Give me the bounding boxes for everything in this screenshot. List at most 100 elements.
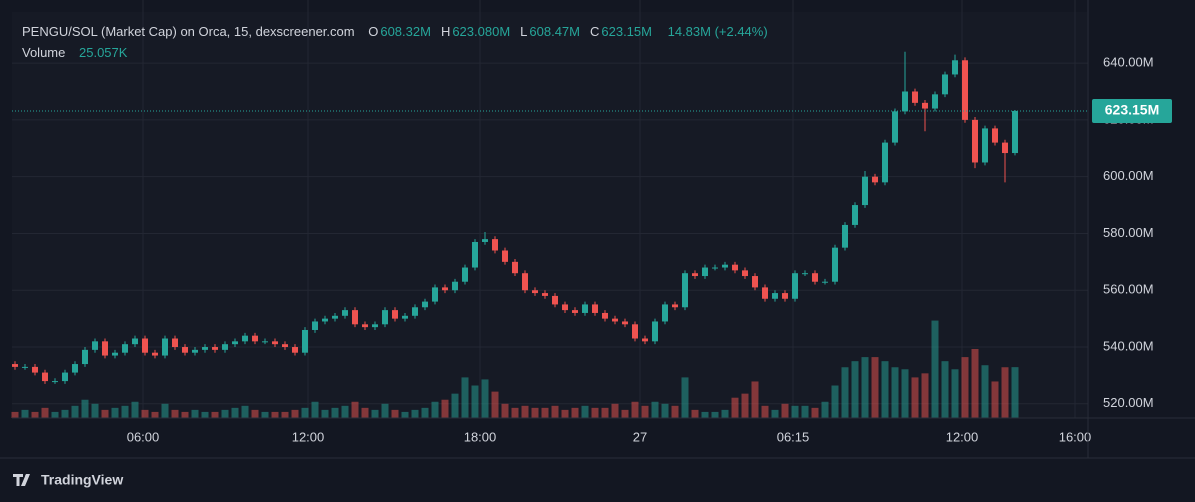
candle-body [182, 347, 188, 353]
volume-bar [791, 405, 799, 418]
volume-bar [21, 409, 29, 418]
volume-bar [731, 397, 739, 418]
volume-bar [11, 411, 19, 418]
volume-bar [761, 405, 769, 418]
axes: 520.00M540.00M560.00M580.00M600.00M620.0… [127, 55, 1172, 444]
volume-bar [281, 411, 289, 418]
volume-bar [121, 405, 129, 418]
candle-body [202, 347, 208, 350]
volume-bar [591, 407, 599, 418]
y-tick-label: 520.00M [1103, 395, 1154, 410]
candle-body [682, 273, 688, 308]
volume-bar [381, 403, 389, 418]
volume-bar [461, 377, 469, 418]
volume-bar [111, 407, 119, 418]
volume-bar [71, 405, 79, 418]
candle-body [1012, 110, 1018, 154]
ohlc-value: 623.080M [452, 24, 511, 39]
candle-body [112, 352, 118, 356]
volume-bar [541, 407, 549, 418]
volume-bar [911, 377, 919, 418]
x-tick-label: 06:00 [127, 429, 160, 444]
candle-body [102, 341, 108, 356]
candle-body [372, 324, 378, 328]
volume-bar [961, 357, 969, 418]
candle-body [222, 344, 228, 350]
volume-bar [351, 401, 359, 418]
volume-bar [581, 405, 589, 418]
volume-bar [191, 409, 199, 418]
candle-body [632, 324, 638, 339]
volume-bar [771, 409, 779, 418]
volume-bar [611, 403, 619, 418]
volume-bar [141, 409, 149, 418]
candle-body [212, 347, 218, 350]
volume-legend-row: Volume 25.057K [22, 45, 129, 60]
volume-bar [331, 407, 339, 418]
volume-bar [861, 357, 869, 418]
volume-key: Volume [22, 45, 66, 60]
volume-bar [131, 401, 139, 418]
candle-body [342, 310, 348, 316]
ohlc-key: C [589, 24, 600, 39]
volume-bar [321, 409, 329, 418]
volume-value: 25.057K [79, 45, 128, 60]
candle-body [432, 287, 438, 302]
volume-bar [521, 405, 529, 418]
volume-bar [671, 405, 679, 418]
candle-body [132, 338, 138, 345]
volume-bar [881, 361, 889, 418]
volume-bar [941, 361, 949, 418]
volume-bar [851, 361, 859, 418]
y-tick-label: 600.00M [1103, 168, 1154, 183]
candle-body [692, 273, 698, 277]
candle-body [142, 338, 148, 353]
volume-bar [211, 411, 219, 418]
candle-body [972, 119, 978, 163]
price-axis-panel [1088, 0, 1195, 458]
volume-bar [741, 393, 749, 418]
volume-bar [271, 411, 279, 418]
x-tick-label: 16:00 [1059, 429, 1092, 444]
volume-bar [781, 403, 789, 418]
candle-body [262, 341, 268, 343]
candle-body [822, 281, 828, 283]
volume-bar [631, 401, 639, 418]
volume-bar [511, 407, 519, 418]
volume-bar [311, 401, 319, 418]
volume-bar [921, 373, 929, 418]
volume-bar [221, 409, 229, 418]
volume-bar [31, 411, 39, 418]
volume-bar [501, 403, 509, 418]
candle-body [652, 321, 658, 342]
volume-bar [151, 411, 159, 418]
candle-body [572, 310, 578, 313]
x-tick-label: 12:00 [946, 429, 979, 444]
plot-area [12, 12, 1087, 418]
volume-bar [841, 367, 849, 418]
candle-body [742, 270, 748, 277]
candle-body [332, 315, 338, 319]
volume-bar [241, 405, 249, 418]
volume-bar [171, 409, 179, 418]
volume-bar [101, 409, 109, 418]
candle-body [812, 273, 818, 282]
volume-bar [401, 411, 409, 418]
volume-bar [481, 379, 489, 418]
candle-body [992, 128, 998, 143]
volume-bar [41, 407, 49, 418]
volume-bar [561, 409, 569, 418]
volume-bar [361, 407, 369, 418]
candle-layer [12, 51, 1088, 384]
y-tick-label: 640.00M [1103, 55, 1154, 70]
volume-bar [801, 405, 809, 418]
candle-body [312, 321, 318, 330]
candle-body [32, 366, 38, 373]
candle-body [482, 239, 488, 242]
volume-bar [531, 407, 539, 418]
candle-body [452, 281, 458, 291]
candle-body [892, 111, 898, 143]
volume-bar [431, 401, 439, 418]
y-tick-label: 580.00M [1103, 225, 1154, 240]
